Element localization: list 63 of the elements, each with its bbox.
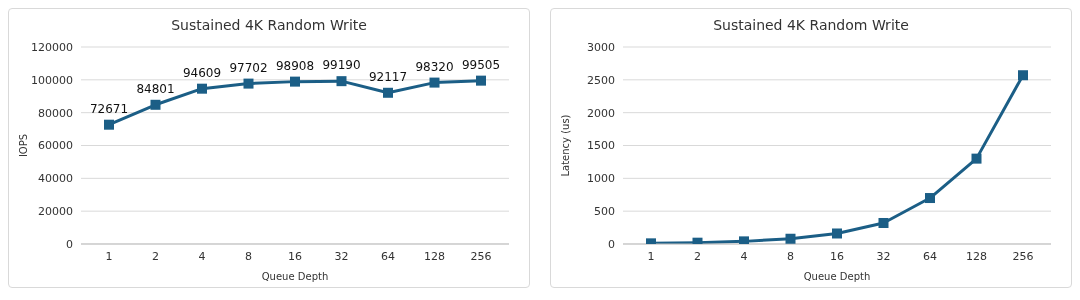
y-axis-title: Latency (us) [559, 114, 571, 177]
data-label: 99505 [461, 57, 501, 72]
data-label: 97702 [229, 60, 268, 75]
y-tick-label: 1500 [587, 139, 615, 153]
x-tick-label: 256 [1012, 249, 1034, 263]
y-tick-label: 100000 [31, 73, 73, 87]
x-tick-label: 32 [876, 249, 891, 263]
y-tick-label: 80000 [38, 106, 73, 120]
y-tick-label: 3000 [587, 40, 615, 54]
y-tick-label: 1000 [587, 172, 615, 186]
y-tick-label: 20000 [38, 205, 73, 219]
point [971, 153, 982, 164]
point [1018, 70, 1028, 81]
x-tick-label: 64 [381, 249, 395, 263]
y-tick-label: 500 [594, 205, 615, 219]
point [197, 83, 207, 94]
x-axis-title: Queue Depth [803, 271, 871, 282]
y-tick-label: 0 [608, 237, 615, 251]
point [429, 77, 440, 88]
x-tick-label: 4 [740, 249, 748, 263]
data-label: 94609 [182, 65, 222, 80]
x-tick-label: 32 [334, 249, 349, 263]
point [383, 87, 393, 98]
y-axis-title: IOPS [17, 133, 29, 158]
y-tick-label: 60000 [38, 139, 73, 153]
point [832, 228, 842, 239]
x-tick-label: 256 [470, 249, 492, 263]
point [150, 99, 161, 110]
x-tick-label: 4 [198, 249, 206, 263]
data-label: 99190 [322, 58, 361, 73]
data-label: 72671 [89, 101, 129, 116]
point [476, 75, 486, 86]
x-tick-label: 16 [830, 249, 844, 263]
x-tick-label: 8 [245, 249, 252, 263]
y-tick-label: 2000 [587, 106, 615, 120]
x-tick-label: 128 [966, 249, 987, 263]
point [243, 78, 254, 89]
x-tick-label: 1 [105, 249, 113, 263]
x-axis-title: Queue Depth [261, 271, 329, 282]
x-tick-label: 2 [694, 249, 701, 263]
point [925, 193, 935, 204]
y-tick-label: 40000 [38, 172, 73, 186]
y-tick-label: 2500 [587, 73, 615, 87]
y-tick-label: 120000 [31, 40, 73, 54]
x-tick-label: 8 [787, 249, 794, 263]
x-tick-label: 2 [152, 249, 159, 263]
data-label: 98320 [415, 59, 454, 74]
point [104, 119, 114, 130]
chart-title: Sustained 4K Random Write [712, 17, 910, 35]
x-tick-label: 1 [647, 249, 655, 263]
data-label: 84801 [136, 81, 175, 96]
point [739, 236, 749, 244]
point [336, 76, 347, 87]
chart-title: Sustained 4K Random Write [170, 17, 368, 35]
x-tick-label: 128 [424, 249, 445, 263]
x-tick-label: 16 [288, 249, 302, 263]
data-label: 98908 [275, 58, 315, 73]
point [878, 217, 889, 228]
point [290, 76, 300, 87]
y-tick-label: 0 [66, 237, 73, 251]
point [785, 233, 796, 244]
data-label: 92117 [368, 69, 408, 84]
x-tick-label: 64 [923, 249, 937, 263]
